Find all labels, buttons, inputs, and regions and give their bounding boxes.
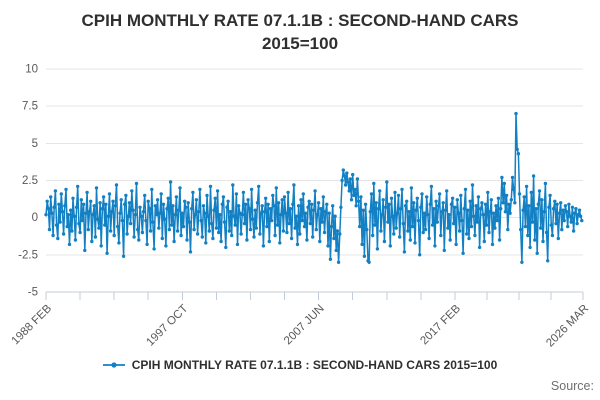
chart-title: CPIH MONTHLY RATE 07.1.1B : SECOND-HAND …	[0, 9, 600, 55]
y-tick-labels: 10 7.5 5 2.5 0 -2.5 -5	[18, 64, 38, 299]
x-tick-label: 2007 JUN	[282, 303, 327, 348]
y-tick-label: 10	[25, 64, 38, 76]
legend: CPIH MONTHLY RATE 07.1.1B : SECOND-HAND …	[0, 358, 600, 372]
chart-title-line2: 2015=100	[261, 34, 339, 53]
y-tick-label: -5	[28, 287, 38, 299]
x-axis-line	[45, 291, 584, 300]
legend-line-marker-icon	[102, 362, 125, 368]
source-label: Source:	[550, 379, 594, 393]
legend-label: CPIH MONTHLY RATE 07.1.1B : SECOND-HAND …	[131, 358, 498, 372]
series-line	[45, 112, 583, 264]
y-tick-label: 2.5	[22, 175, 38, 187]
chart-title-line1: CPIH MONTHLY RATE 07.1.1B : SECOND-HAND …	[81, 11, 519, 30]
x-tick-labels: 1988 FEB 1997 OCT 2007 JUN 2017 FEB 2026 MAR	[9, 302, 591, 349]
x-tick-label: 2026 MAR	[544, 303, 591, 350]
y-tick-label: 0	[32, 212, 38, 224]
y-tick-label: 7.5	[22, 101, 38, 113]
x-tick-label: 1997 OCT	[144, 303, 190, 349]
x-tick-label: 2017 FEB	[418, 302, 463, 347]
y-tick-label: -2.5	[18, 249, 38, 261]
y-tick-label: 5	[32, 138, 38, 150]
x-tick-label: 1988 FEB	[9, 302, 54, 347]
legend-item[interactable]: CPIH MONTHLY RATE 07.1.1B : SECOND-HAND …	[102, 358, 498, 372]
data-points	[44, 111, 584, 264]
